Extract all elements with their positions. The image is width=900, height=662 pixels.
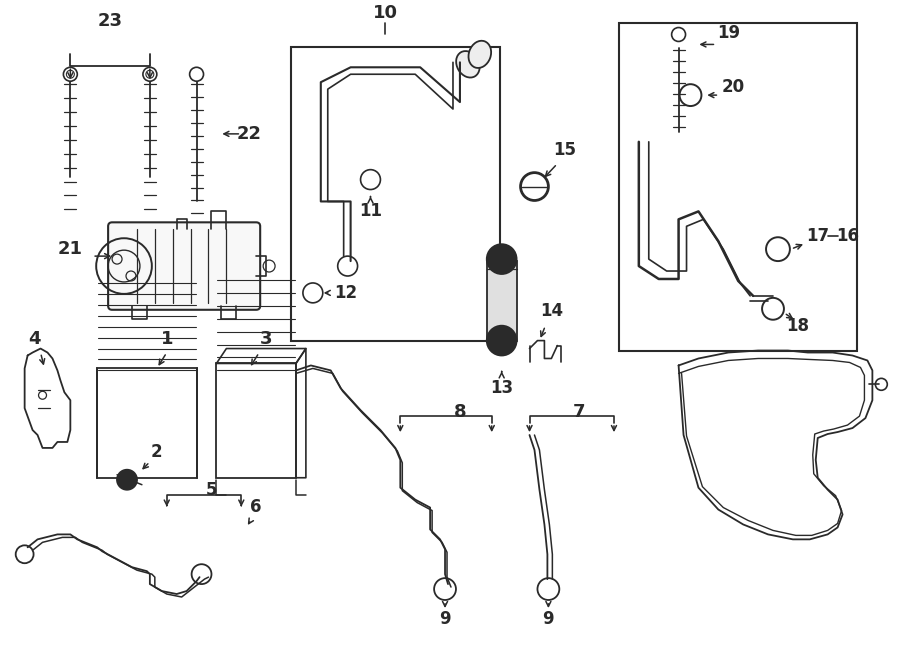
Circle shape (487, 326, 517, 355)
Text: 10: 10 (373, 3, 398, 22)
Bar (487, 261, 517, 340)
Text: 18: 18 (787, 316, 809, 335)
Bar (216, 363, 296, 478)
Text: 20: 20 (722, 78, 745, 96)
Circle shape (487, 244, 517, 274)
Text: 14: 14 (540, 302, 562, 320)
Text: 3: 3 (260, 330, 273, 348)
FancyBboxPatch shape (108, 222, 260, 310)
Text: 21: 21 (58, 240, 83, 258)
Ellipse shape (456, 51, 480, 77)
Bar (97, 369, 196, 478)
Text: 12: 12 (334, 284, 357, 302)
Text: 2: 2 (151, 443, 163, 461)
Text: 11: 11 (359, 203, 382, 220)
Text: 17: 17 (806, 227, 829, 245)
Text: 22: 22 (237, 125, 262, 143)
Bar (619, 23, 858, 351)
Text: 5: 5 (206, 481, 217, 498)
Text: 23: 23 (97, 11, 122, 30)
Text: 1: 1 (160, 330, 173, 348)
Text: 9: 9 (439, 610, 451, 628)
Text: 13: 13 (491, 379, 513, 397)
Text: 6: 6 (250, 498, 262, 516)
Circle shape (117, 470, 137, 490)
Text: 19: 19 (716, 24, 740, 42)
Text: 7: 7 (573, 403, 585, 421)
Text: 16: 16 (836, 227, 859, 245)
Bar (291, 48, 500, 340)
Ellipse shape (469, 41, 491, 68)
Text: 9: 9 (543, 610, 554, 628)
Text: 15: 15 (553, 141, 576, 159)
Text: 4: 4 (28, 330, 40, 348)
Text: 8: 8 (454, 403, 466, 421)
